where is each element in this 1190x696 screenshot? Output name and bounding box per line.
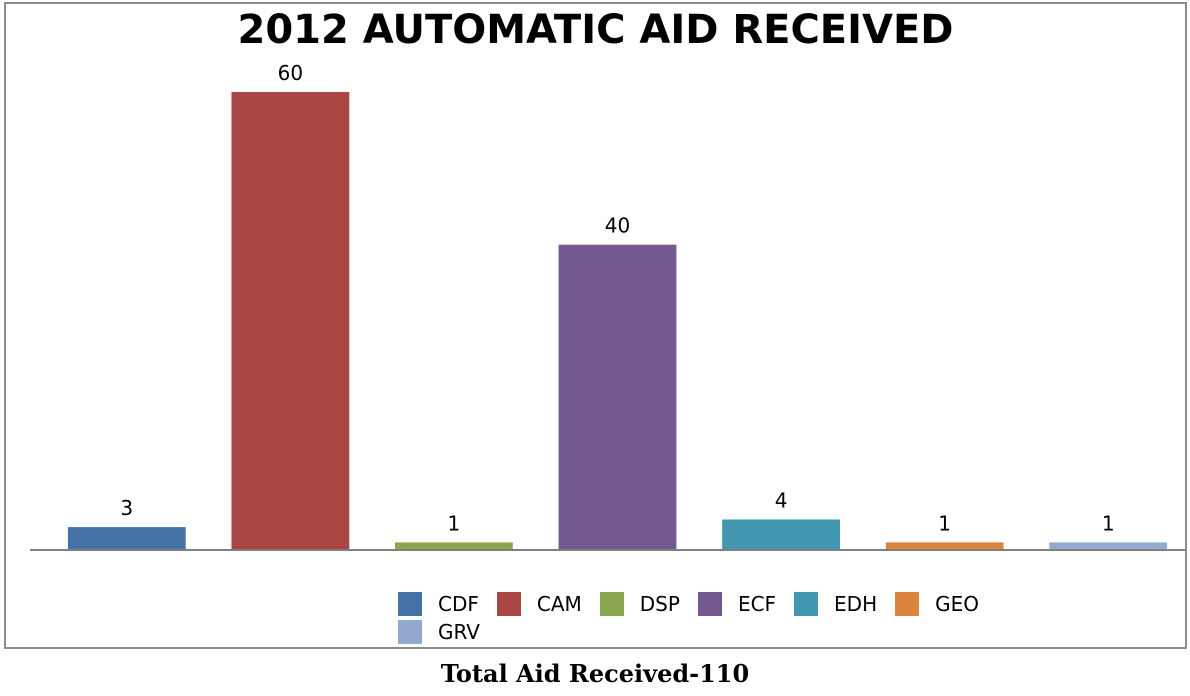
data-labels-group: 3 60 1 40 4 1 1 — [120, 61, 1114, 535]
bars-group — [67, 92, 1168, 550]
legend-swatch-ecf — [697, 592, 722, 616]
legend-swatch-edh — [794, 592, 819, 616]
legend-item-ecf: ECF — [697, 592, 777, 616]
data-label-cam: 60 — [278, 61, 303, 85]
chart-title: 2012 AUTOMATIC AID RECEIVED — [237, 7, 954, 53]
legend-label-geo: GEO — [935, 592, 980, 616]
legend-item-dsp: DSP — [599, 592, 680, 616]
legend-item-cdf: CDF — [398, 592, 479, 616]
legend-swatch-geo — [895, 592, 920, 616]
legend-swatch-cam — [496, 592, 521, 616]
bar-grv — [1049, 542, 1168, 550]
legend-item-geo: GEO — [895, 592, 979, 616]
data-label-ecf: 40 — [605, 214, 630, 238]
legend-label-cam: CAM — [536, 592, 582, 616]
bar-cdf — [67, 527, 186, 550]
legend: CDF CAM DSP ECF EDH GEO GRV — [398, 592, 1048, 644]
legend-label-grv: GRV — [438, 620, 480, 644]
legend-swatch-cdf — [398, 592, 422, 616]
bar-ecf — [558, 244, 677, 550]
legend-item-edh: EDH — [794, 592, 877, 616]
legend-label-ecf: ECF — [737, 592, 777, 616]
chart-caption: Total Aid Received-110 — [440, 659, 750, 688]
data-label-cdf: 3 — [120, 496, 133, 520]
data-label-edh: 4 — [775, 489, 788, 513]
bar-geo — [885, 542, 1004, 550]
data-label-grv: 1 — [1102, 511, 1115, 535]
legend-swatch-grv — [398, 620, 422, 644]
bar-edh — [722, 519, 840, 550]
data-label-dsp: 1 — [448, 511, 461, 535]
data-label-geo: 1 — [938, 511, 951, 535]
legend-swatch-dsp — [599, 592, 624, 616]
legend-label-dsp: DSP — [639, 592, 680, 616]
legend-item-grv: GRV — [398, 620, 480, 644]
bar-cam — [231, 92, 350, 550]
legend-label-cdf: CDF — [438, 592, 479, 616]
legend-label-edh: EDH — [834, 592, 878, 616]
legend-item-cam: CAM — [496, 592, 582, 616]
bar-dsp — [395, 542, 513, 550]
